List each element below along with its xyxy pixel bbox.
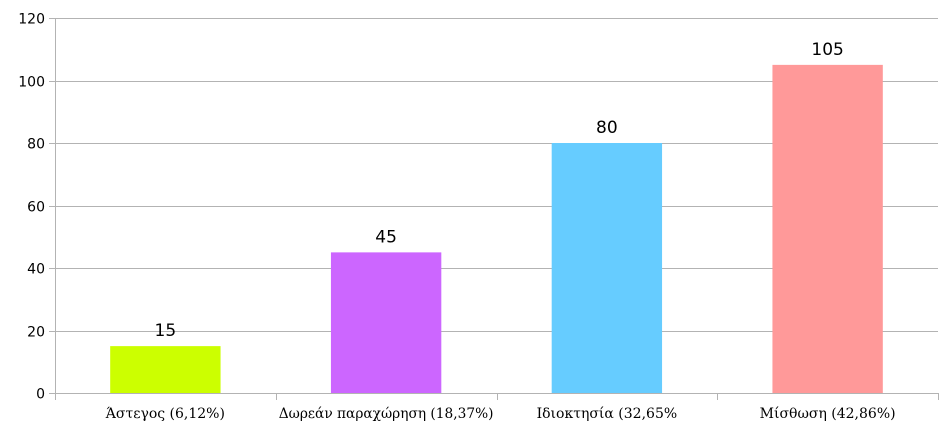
x-tick-label: Άστεγος (6,12%) (105, 406, 225, 422)
y-tick-label: 120 (18, 12, 45, 28)
y-tick-label: 60 (27, 200, 45, 216)
data-label: 80 (596, 118, 618, 138)
bar (772, 64, 883, 393)
y-tick-label: 20 (27, 325, 45, 341)
bars (110, 64, 883, 393)
bar (330, 252, 442, 393)
labels: 0 20 40 60 80 100 120 15 Άστεγος (6,12%) 45 Δωρεάν… (18, 12, 895, 423)
y-tick-label: 40 (27, 262, 45, 278)
axes (55, 18, 939, 400)
y-tick-label: 0 (36, 387, 45, 403)
data-label: 45 (375, 227, 397, 247)
x-tick-label: Μίσθωση (42,86%) (760, 405, 896, 422)
bar (551, 143, 663, 393)
x-tick-label: Ιδιοκτησία (32,65% (537, 405, 678, 422)
y-tick-label: 80 (27, 137, 45, 153)
bar (110, 346, 221, 393)
x-tick-label: Δωρεάν παραχώρηση (18,37%) (279, 406, 494, 422)
y-tick-label: 100 (18, 75, 45, 91)
gridlines (49, 18, 938, 394)
data-label: 15 (155, 321, 177, 341)
data-label: 105 (811, 40, 843, 60)
